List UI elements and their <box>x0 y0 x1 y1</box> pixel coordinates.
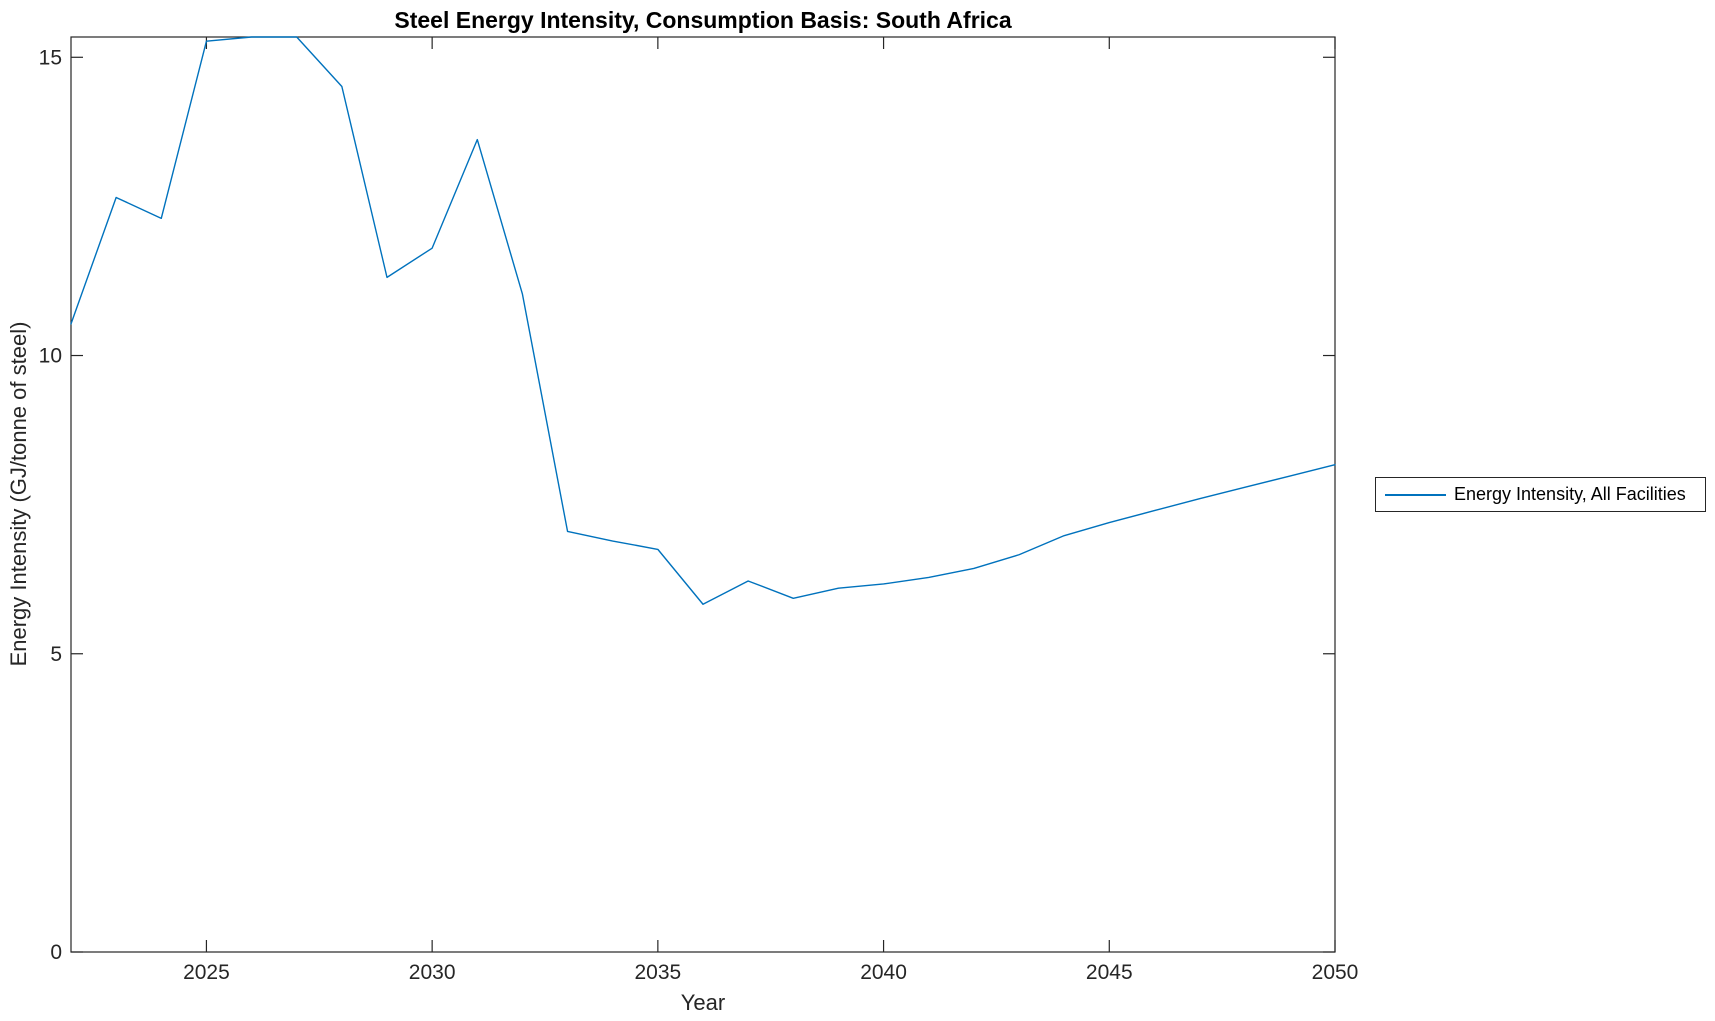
legend-line-sample <box>1385 493 1446 496</box>
y-tick-label: 0 <box>50 941 62 964</box>
x-tick-label: 2045 <box>1086 961 1133 984</box>
series-line <box>70 36 1336 605</box>
y-tick-label: 15 <box>39 46 62 69</box>
x-tick-label: 2035 <box>634 961 681 984</box>
x-tick-label: 2025 <box>183 961 230 984</box>
y-tick-label: 10 <box>39 345 62 368</box>
x-tick-label: 2050 <box>1312 961 1359 984</box>
chart-title: Steel Energy Intensity, Consumption Basi… <box>394 7 1012 33</box>
x-axis-label: Year <box>680 990 726 1015</box>
x-tick-label: 2040 <box>860 961 907 984</box>
legend: Energy Intensity, All Facilities <box>1375 477 1706 512</box>
y-tick-label: 5 <box>50 643 62 666</box>
legend-entry-label: Energy Intensity, All Facilities <box>1454 484 1686 504</box>
x-tick-label: 2030 <box>409 961 456 984</box>
axes-box <box>70 36 1336 953</box>
